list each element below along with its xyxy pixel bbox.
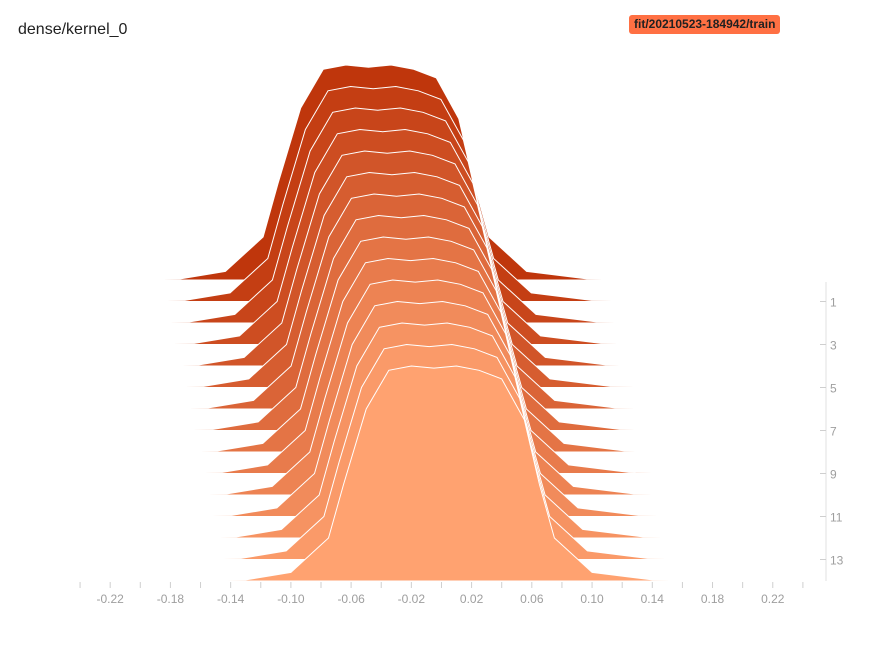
- step-tick-label: 1: [830, 296, 837, 310]
- step-tick-label: 3: [830, 339, 837, 353]
- x-tick-label: -0.06: [337, 592, 365, 606]
- x-axis: -0.22 -0.18 -0.14 -0.10 -0.06 -0.02 0.02 0.06 0.…: [79, 582, 804, 606]
- x-tick-label: 0.02: [460, 592, 484, 606]
- x-tick-label: 0.22: [761, 592, 785, 606]
- step-tick-label: 7: [830, 425, 837, 439]
- histogram-slice-14[interactable]: [50, 365, 834, 582]
- x-tick-label: 0.14: [641, 592, 665, 606]
- histogram-slices: [0, 64, 834, 582]
- x-tick-label: -0.14: [217, 592, 245, 606]
- x-tick-label: -0.18: [157, 592, 185, 606]
- x-tick-label: -0.22: [96, 592, 124, 606]
- x-tick-label: -0.02: [398, 592, 426, 606]
- step-tick-label: 11: [830, 511, 843, 525]
- step-tick-label: 9: [830, 468, 837, 482]
- step-tick-label: 13: [830, 554, 844, 568]
- chart-title: dense/kernel_0: [18, 21, 128, 38]
- run-tag[interactable]: fit/20210523-184942/train: [629, 15, 781, 34]
- x-tick-label: 0.10: [580, 592, 604, 606]
- x-tick-label: 0.18: [701, 592, 725, 606]
- x-tick-label: 0.06: [520, 592, 544, 606]
- x-tick-label: -0.10: [277, 592, 305, 606]
- step-tick-label: 5: [830, 382, 837, 396]
